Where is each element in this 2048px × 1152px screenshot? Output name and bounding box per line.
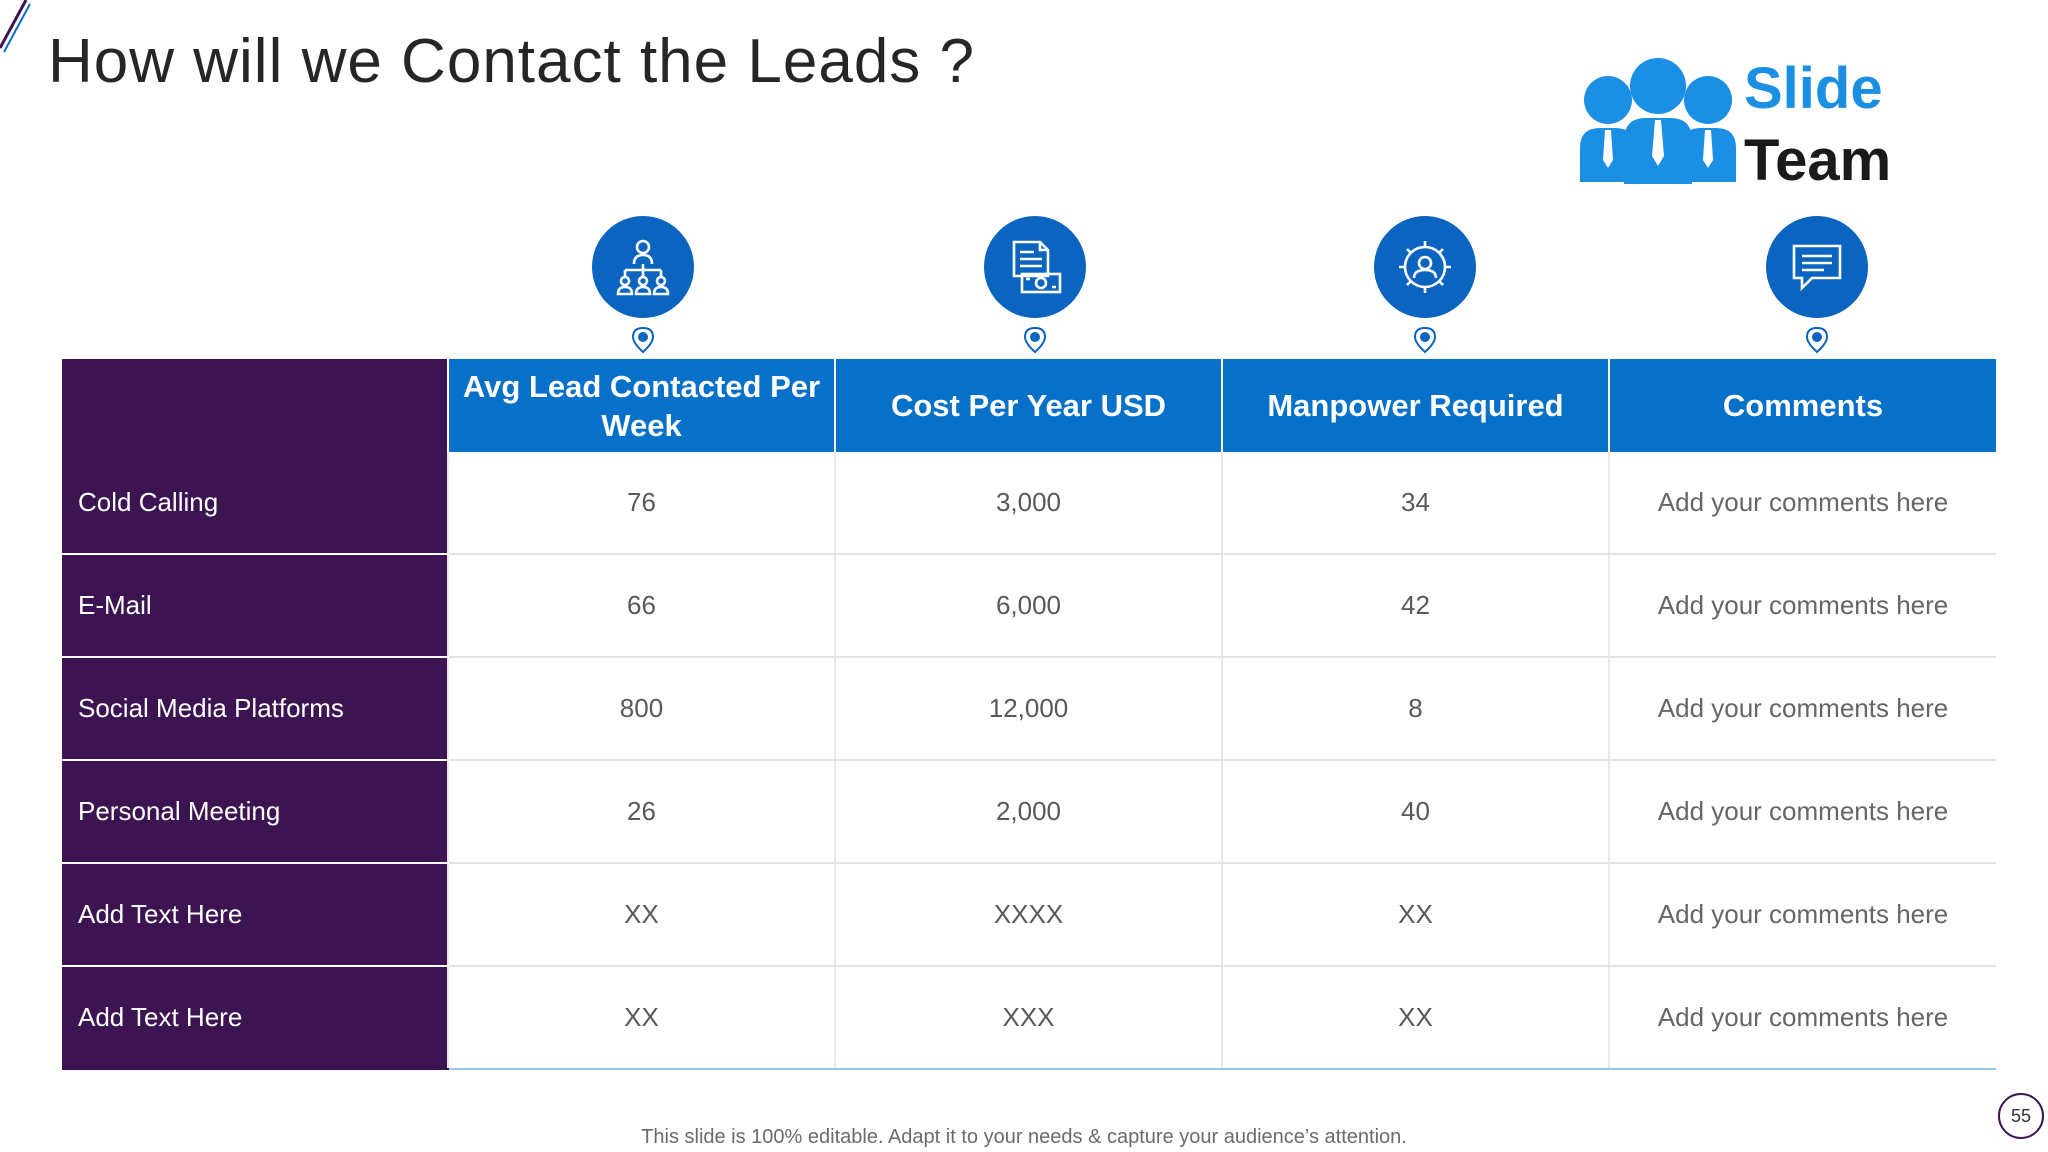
avg-lead-cell: 66 — [447, 554, 835, 658]
header-corner-cell — [62, 359, 448, 452]
comment-cell: Add your comments here — [1608, 966, 1996, 1070]
comment-cell: Add your comments here — [1608, 863, 1996, 967]
table-row: Cold Calling 76 3,000 34 Add your commen… — [62, 452, 1996, 555]
page-number-badge: 55 — [1998, 1093, 2044, 1139]
row-label: Personal Meeting — [62, 760, 448, 864]
header-cost-per-year: Cost Per Year USD — [834, 359, 1222, 452]
row-label: Add Text Here — [62, 966, 448, 1070]
logo-word-slide: Slide — [1744, 56, 1883, 121]
footer-note: This slide is 100% editable. Adapt it to… — [641, 1126, 1407, 1148]
comment-cell: Add your comments here — [1608, 452, 1996, 555]
header-comments: Comments — [1608, 359, 1996, 452]
cost-cell: 2,000 — [834, 760, 1222, 864]
cost-cell: XXX — [834, 966, 1222, 1070]
org-chart-icon — [592, 216, 694, 318]
table-row: Add Text Here XX XXXX XX Add your commen… — [62, 863, 1996, 967]
header-avg-lead-contacted: Avg Lead Contacted Per Week — [447, 359, 835, 452]
cost-cell: 6,000 — [834, 554, 1222, 658]
row-label: Add Text Here — [62, 863, 448, 967]
row-label: Cold Calling — [62, 452, 448, 555]
location-pin-icon — [1805, 326, 1829, 354]
table-row: Social Media Platforms 800 12,000 8 Add … — [62, 657, 1996, 761]
avg-lead-cell: 800 — [447, 657, 835, 761]
leads-contact-table: Avg Lead Contacted Per Week Cost Per Yea… — [62, 359, 1996, 1070]
cost-cell: 3,000 — [834, 452, 1222, 555]
comment-cell: Add your comments here — [1608, 554, 1996, 658]
row-label: E-Mail — [62, 554, 448, 658]
manpower-cell: 34 — [1221, 452, 1609, 555]
table-header-row: Avg Lead Contacted Per Week Cost Per Yea… — [62, 359, 1996, 452]
avg-lead-cell: XX — [447, 966, 835, 1070]
header-manpower-required: Manpower Required — [1221, 359, 1609, 452]
slide-title: How will we Contact the Leads ? — [48, 27, 976, 96]
table-row: Personal Meeting 26 2,000 40 Add your co… — [62, 760, 1996, 864]
team-people-icon — [1580, 58, 1736, 184]
comment-cell: Add your comments here — [1608, 657, 1996, 761]
manpower-cell: 42 — [1221, 554, 1609, 658]
cost-cell: 12,000 — [834, 657, 1222, 761]
gear-person-icon — [1374, 216, 1476, 318]
slideteam-logo: Slide Team — [1576, 56, 1896, 196]
manpower-cell: 8 — [1221, 657, 1609, 761]
location-pin-icon — [1413, 326, 1437, 354]
manpower-cell: XX — [1221, 863, 1609, 967]
avg-lead-cell: 76 — [447, 452, 835, 555]
location-pin-icon — [1023, 326, 1047, 354]
chat-bubble-icon — [1766, 216, 1868, 318]
row-label: Social Media Platforms — [62, 657, 448, 761]
table-row: Add Text Here XX XXX XX Add your comment… — [62, 966, 1996, 1070]
avg-lead-cell: XX — [447, 863, 835, 967]
avg-lead-cell: 26 — [447, 760, 835, 864]
location-pin-icon — [631, 326, 655, 354]
manpower-cell: 40 — [1221, 760, 1609, 864]
cost-cell: XXXX — [834, 863, 1222, 967]
corner-decoration — [0, 0, 31, 53]
logo-word-team: Team — [1744, 128, 1892, 193]
table-row: E-Mail 66 6,000 42 Add your comments her… — [62, 554, 1996, 658]
invoice-money-icon — [984, 216, 1086, 318]
manpower-cell: XX — [1221, 966, 1609, 1070]
comment-cell: Add your comments here — [1608, 760, 1996, 864]
